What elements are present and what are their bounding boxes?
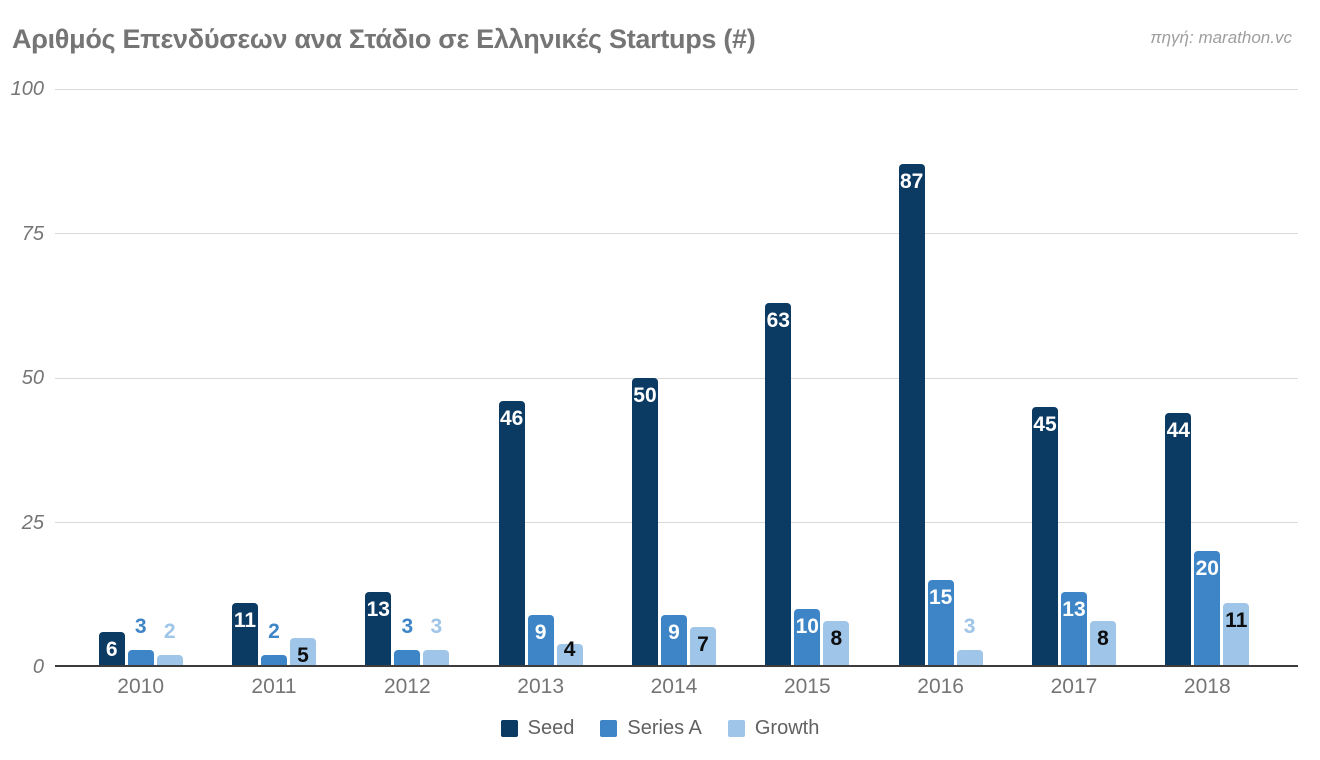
legend-swatch-seed <box>500 719 518 737</box>
y-axis-tick-label: 50 <box>21 367 44 389</box>
x-axis-label: 2012 <box>383 675 431 698</box>
bar-seed: 13 <box>365 591 392 667</box>
bar-value-label: 5 <box>297 644 309 668</box>
bar-series-a: 15 <box>927 580 954 667</box>
gridline <box>55 233 1298 234</box>
x-axis-label: 2017 <box>1050 675 1098 698</box>
bar-value-label: 44 <box>1166 418 1190 442</box>
legend-label-seed: Seed <box>527 717 575 739</box>
plot-area: 6 3 2 11 2 5 13 3 3 46 9 4 50 9 7 63 10 8 87 15 3 45 13 8 44 20 11 <box>55 88 1298 667</box>
bar-value-label: 63 <box>766 308 790 332</box>
bar-group: 87 15 3 <box>874 89 1007 667</box>
bar-value-label: 87 <box>899 170 924 194</box>
bar-group: 45 13 8 <box>1007 89 1140 667</box>
bar-growth: 3 <box>956 616 983 667</box>
bar-growth: 8 <box>1089 620 1116 667</box>
bar-value-label: 8 <box>830 626 843 650</box>
bar-seed: 44 <box>1165 412 1192 667</box>
x-axis-label: 2014 <box>650 675 698 698</box>
legend-label-series-a: Series A <box>627 717 702 739</box>
bar-group: 11 2 5 <box>207 89 340 667</box>
bar-group: 44 20 11 <box>1141 89 1274 667</box>
y-axis-tick-label: 75 <box>21 222 44 245</box>
bar-seed: 6 <box>98 632 125 667</box>
bar-value-label: 7 <box>697 632 709 656</box>
bar-value-label: 46 <box>499 407 524 431</box>
legend-item-series-a: Series A <box>600 717 702 739</box>
source-label: πηγή: marathon.vc <box>1150 28 1292 47</box>
legend-item-seed: Seed <box>500 717 575 739</box>
bar-group: 46 9 4 <box>474 89 607 667</box>
bar-series-a: 20 <box>1194 551 1221 667</box>
bar-value-label: 15 <box>928 586 953 610</box>
legend-item-growth: Growth <box>727 717 820 739</box>
bar-growth: 4 <box>556 639 583 667</box>
bar-growth: 11 <box>1223 603 1250 667</box>
bar-value-label: 4 <box>563 637 576 661</box>
bar-series-a: 3 <box>127 616 154 667</box>
bar-value-label: 45 <box>1033 412 1057 436</box>
bar-value-label: 9 <box>668 620 680 644</box>
x-axis-labels: 2010 2011 2012 2013 2014 2015 2016 2017 2018 <box>74 676 1274 698</box>
gridline <box>55 88 1298 90</box>
x-axis-label: 2010 <box>117 675 165 698</box>
legend-swatch-growth <box>727 719 745 737</box>
bar-value-label: 3 <box>430 614 443 638</box>
bar-value-label: 9 <box>534 620 547 644</box>
bar-groups: 6 3 2 11 2 5 13 3 3 46 9 4 50 9 7 63 10 8 87 15 3 45 13 8 44 20 11 <box>74 89 1274 667</box>
bar-value-label: 2 <box>268 620 280 644</box>
bar-growth: 3 <box>423 616 450 667</box>
bar-value-label: 6 <box>105 638 118 662</box>
bar-seed: 11 <box>231 603 258 667</box>
bar-series-a: 2 <box>260 621 287 667</box>
x-axis-baseline <box>55 665 1298 667</box>
x-axis-label: 2013 <box>517 675 564 698</box>
y-axis-tick-label: 100 <box>10 78 44 100</box>
bar-series-a: 3 <box>394 616 421 667</box>
bar-value-label: 50 <box>633 384 657 407</box>
bar-seed: 45 <box>1031 406 1058 667</box>
chart-title: Αριθμός Επενδύσεων ανα Στάδιο σε Ελληνικ… <box>12 24 756 54</box>
x-axis-label: 2015 <box>783 675 831 698</box>
bar-seed: 63 <box>765 302 792 667</box>
bar-series-a: 13 <box>1060 591 1087 667</box>
bar-value-label: 13 <box>1062 597 1086 621</box>
bar-series-a: 9 <box>527 614 554 667</box>
legend-swatch-series-a <box>600 719 618 737</box>
legend: Seed Series A Growth <box>0 718 1320 738</box>
gridline <box>55 522 1298 523</box>
x-axis-label: 2018 <box>1183 675 1231 698</box>
bar-value-label: 11 <box>1225 609 1248 633</box>
y-axis: 0 25 50 75 100 <box>0 0 46 760</box>
bar-growth: 7 <box>689 626 716 667</box>
gridline <box>55 377 1298 379</box>
bar-growth: 5 <box>289 638 316 668</box>
bar-seed: 87 <box>898 164 925 667</box>
x-axis-label: 2011 <box>251 675 297 698</box>
x-axis-label: 2016 <box>917 675 964 698</box>
bar-value-label: 20 <box>1195 557 1219 581</box>
bar-value-label: 3 <box>401 614 414 638</box>
bar-series-a: 10 <box>794 609 821 667</box>
bar-value-label: 3 <box>134 614 147 638</box>
y-axis-tick-label: 0 <box>32 656 44 678</box>
bar-group: 13 3 3 <box>341 89 474 667</box>
bar-value-label: 2 <box>163 620 176 644</box>
bar-value-label: 8 <box>1097 626 1109 650</box>
y-axis-tick-label: 25 <box>21 511 44 534</box>
bar-seed: 50 <box>631 378 658 667</box>
bar-value-label: 13 <box>366 597 390 621</box>
bar-group: 63 10 8 <box>741 89 874 667</box>
bar-growth: 8 <box>823 620 850 667</box>
bar-value-label: 10 <box>795 615 819 639</box>
bar-seed: 46 <box>498 401 525 667</box>
bar-growth: 2 <box>156 621 183 667</box>
bar-group: 50 9 7 <box>607 89 740 667</box>
bar-series-a: 9 <box>660 614 687 667</box>
bar-value-label: 11 <box>233 609 257 633</box>
bar-value-label: 3 <box>963 614 976 638</box>
legend-label-growth: Growth <box>754 717 820 739</box>
